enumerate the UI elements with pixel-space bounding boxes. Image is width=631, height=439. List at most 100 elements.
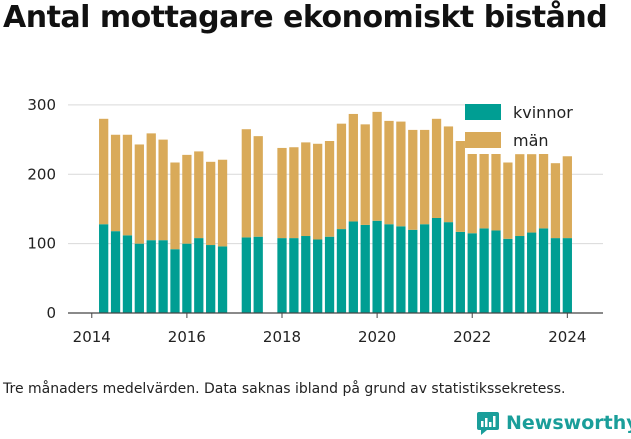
legend-swatch-man <box>465 132 501 148</box>
bar-män-2017-Q2 <box>241 129 251 238</box>
legend-item-man[interactable]: män <box>465 126 605 154</box>
bar-män-2018-Q3 <box>301 142 311 237</box>
x-axis: 2014 2016 2018 2020 2022 2024 <box>68 312 603 346</box>
newsworthy-logo-icon <box>477 412 499 435</box>
y-axis: 0 100 200 300 <box>27 96 56 322</box>
bar-män-2023-Q2 <box>527 154 537 233</box>
bar-män-2020-Q3 <box>396 121 406 227</box>
bar-män-2022-Q1 <box>467 142 477 234</box>
bar-män-2016-Q1 <box>182 154 192 244</box>
bar-kvinnor-2017-Q3 <box>253 236 263 313</box>
bar-män-2015-Q2 <box>146 133 156 241</box>
bar-män-2023-Q1 <box>515 154 525 237</box>
bar-kvinnor-2015-Q2 <box>146 240 156 313</box>
bar-kvinnor-2020-Q4 <box>408 229 418 313</box>
bar-kvinnor-2023-Q4 <box>550 238 561 313</box>
bar-kvinnor-2018-Q2 <box>289 238 299 313</box>
bar-män-2017-Q3 <box>253 136 263 237</box>
bar-kvinnor-2015-Q3 <box>158 240 168 313</box>
bar-kvinnor-2018-Q4 <box>313 239 323 313</box>
bar-kvinnor-2020-Q1 <box>372 220 382 313</box>
bar-män-2014-Q2 <box>99 118 109 225</box>
bar-män-2023-Q4 <box>550 163 561 239</box>
bar-kvinnor-2021-Q4 <box>455 231 465 313</box>
bar-män-2020-Q2 <box>384 120 394 225</box>
brand-logo[interactable]: Newsworthy <box>476 409 631 437</box>
bar-män-2019-Q2 <box>336 123 347 230</box>
bar-kvinnor-2019-Q3 <box>348 221 358 313</box>
legend: kvinnor män <box>465 98 605 154</box>
bar-kvinnor-2019-Q4 <box>360 224 370 313</box>
y-tick-label: 300 <box>27 96 56 114</box>
bar-kvinnor-2016-Q3 <box>206 245 216 313</box>
bar-kvinnor-2022-Q3 <box>491 230 501 313</box>
bar-män-2022-Q3 <box>491 143 501 231</box>
bar-män-2020-Q4 <box>408 129 418 230</box>
bar-kvinnor-2021-Q1 <box>420 224 430 313</box>
bar-chart: 0 100 200 300 2014 2016 2018 2020 2022 2024 <box>27 96 603 346</box>
bar-kvinnor-2019-Q2 <box>336 229 347 313</box>
bar-män-2020-Q1 <box>372 111 382 221</box>
bar-kvinnor-2016-Q2 <box>194 238 204 313</box>
bar-kvinnor-2023-Q3 <box>538 228 549 313</box>
bar-kvinnor-2020-Q2 <box>384 224 394 313</box>
bar-kvinnor-2014-Q4 <box>122 235 133 313</box>
bar-män-2018-Q2 <box>289 147 299 239</box>
legend-item-kvinnor[interactable]: kvinnor <box>465 98 605 126</box>
legend-swatch-kvinnor <box>465 104 501 120</box>
bar-män-2019-Q1 <box>324 141 335 237</box>
chart-caption: Tre månaders medelvärden. Data saknas ib… <box>3 381 566 397</box>
bar-kvinnor-2021-Q2 <box>431 217 442 313</box>
bar-män-2016-Q2 <box>194 151 204 239</box>
bar-män-2015-Q3 <box>158 139 168 241</box>
x-tick-label: 2022 <box>453 328 491 346</box>
bar-män-2016-Q3 <box>206 161 216 246</box>
bar-kvinnor-2015-Q1 <box>134 243 144 313</box>
bar-män-2018-Q1 <box>277 147 287 239</box>
bar-kvinnor-2015-Q4 <box>170 249 180 313</box>
bar-män-2021-Q4 <box>455 141 465 232</box>
bar-män-2022-Q2 <box>479 143 489 229</box>
bar-män-2024-Q1 <box>562 156 572 239</box>
bar-kvinnor-2021-Q3 <box>443 222 454 313</box>
bar-kvinnor-2014-Q3 <box>110 231 121 313</box>
x-tick-label: 2016 <box>168 328 206 346</box>
bar-kvinnor-2022-Q1 <box>467 233 477 313</box>
brand-name: Newsworthy <box>506 412 631 434</box>
bar-kvinnor-2016-Q1 <box>182 243 192 313</box>
x-tick-label: 2024 <box>548 328 586 346</box>
bar-kvinnor-2018-Q1 <box>277 238 287 313</box>
bar-män-2023-Q3 <box>538 152 549 229</box>
bar-kvinnor-2022-Q2 <box>479 228 489 313</box>
bar-män-2021-Q1 <box>420 129 430 225</box>
y-tick-label: 200 <box>27 165 56 183</box>
legend-label: män <box>513 130 549 150</box>
bar-kvinnor-2024-Q1 <box>562 238 572 313</box>
bar-män-2016-Q4 <box>217 159 228 247</box>
bar-kvinnor-2020-Q3 <box>396 226 406 313</box>
bar-kvinnor-2018-Q3 <box>301 236 311 313</box>
bar-män-2018-Q4 <box>313 143 323 240</box>
x-tick-label: 2020 <box>358 328 396 346</box>
x-tick-label: 2014 <box>73 328 111 346</box>
legend-label: kvinnor <box>513 102 573 122</box>
bar-män-2014-Q4 <box>122 134 133 236</box>
bars <box>99 111 572 313</box>
bar-män-2014-Q3 <box>110 134 121 232</box>
bar-män-2015-Q4 <box>170 162 180 250</box>
bar-män-2021-Q2 <box>431 118 442 218</box>
y-tick-label: 0 <box>46 304 56 322</box>
y-tick-label: 100 <box>27 235 56 253</box>
bar-kvinnor-2022-Q4 <box>503 238 513 313</box>
bar-män-2015-Q1 <box>134 144 144 244</box>
bar-män-2019-Q4 <box>360 124 370 225</box>
bar-män-2021-Q3 <box>443 126 454 223</box>
bar-män-2019-Q3 <box>348 113 358 222</box>
chart-title: Antal mottagare ekonomiskt bistånd <box>3 0 608 35</box>
bar-kvinnor-2019-Q1 <box>324 236 335 313</box>
bar-kvinnor-2016-Q4 <box>217 246 228 313</box>
bar-kvinnor-2023-Q1 <box>515 236 525 313</box>
x-tick-label: 2018 <box>263 328 301 346</box>
bar-kvinnor-2017-Q2 <box>241 237 251 313</box>
bar-kvinnor-2023-Q2 <box>527 232 537 313</box>
